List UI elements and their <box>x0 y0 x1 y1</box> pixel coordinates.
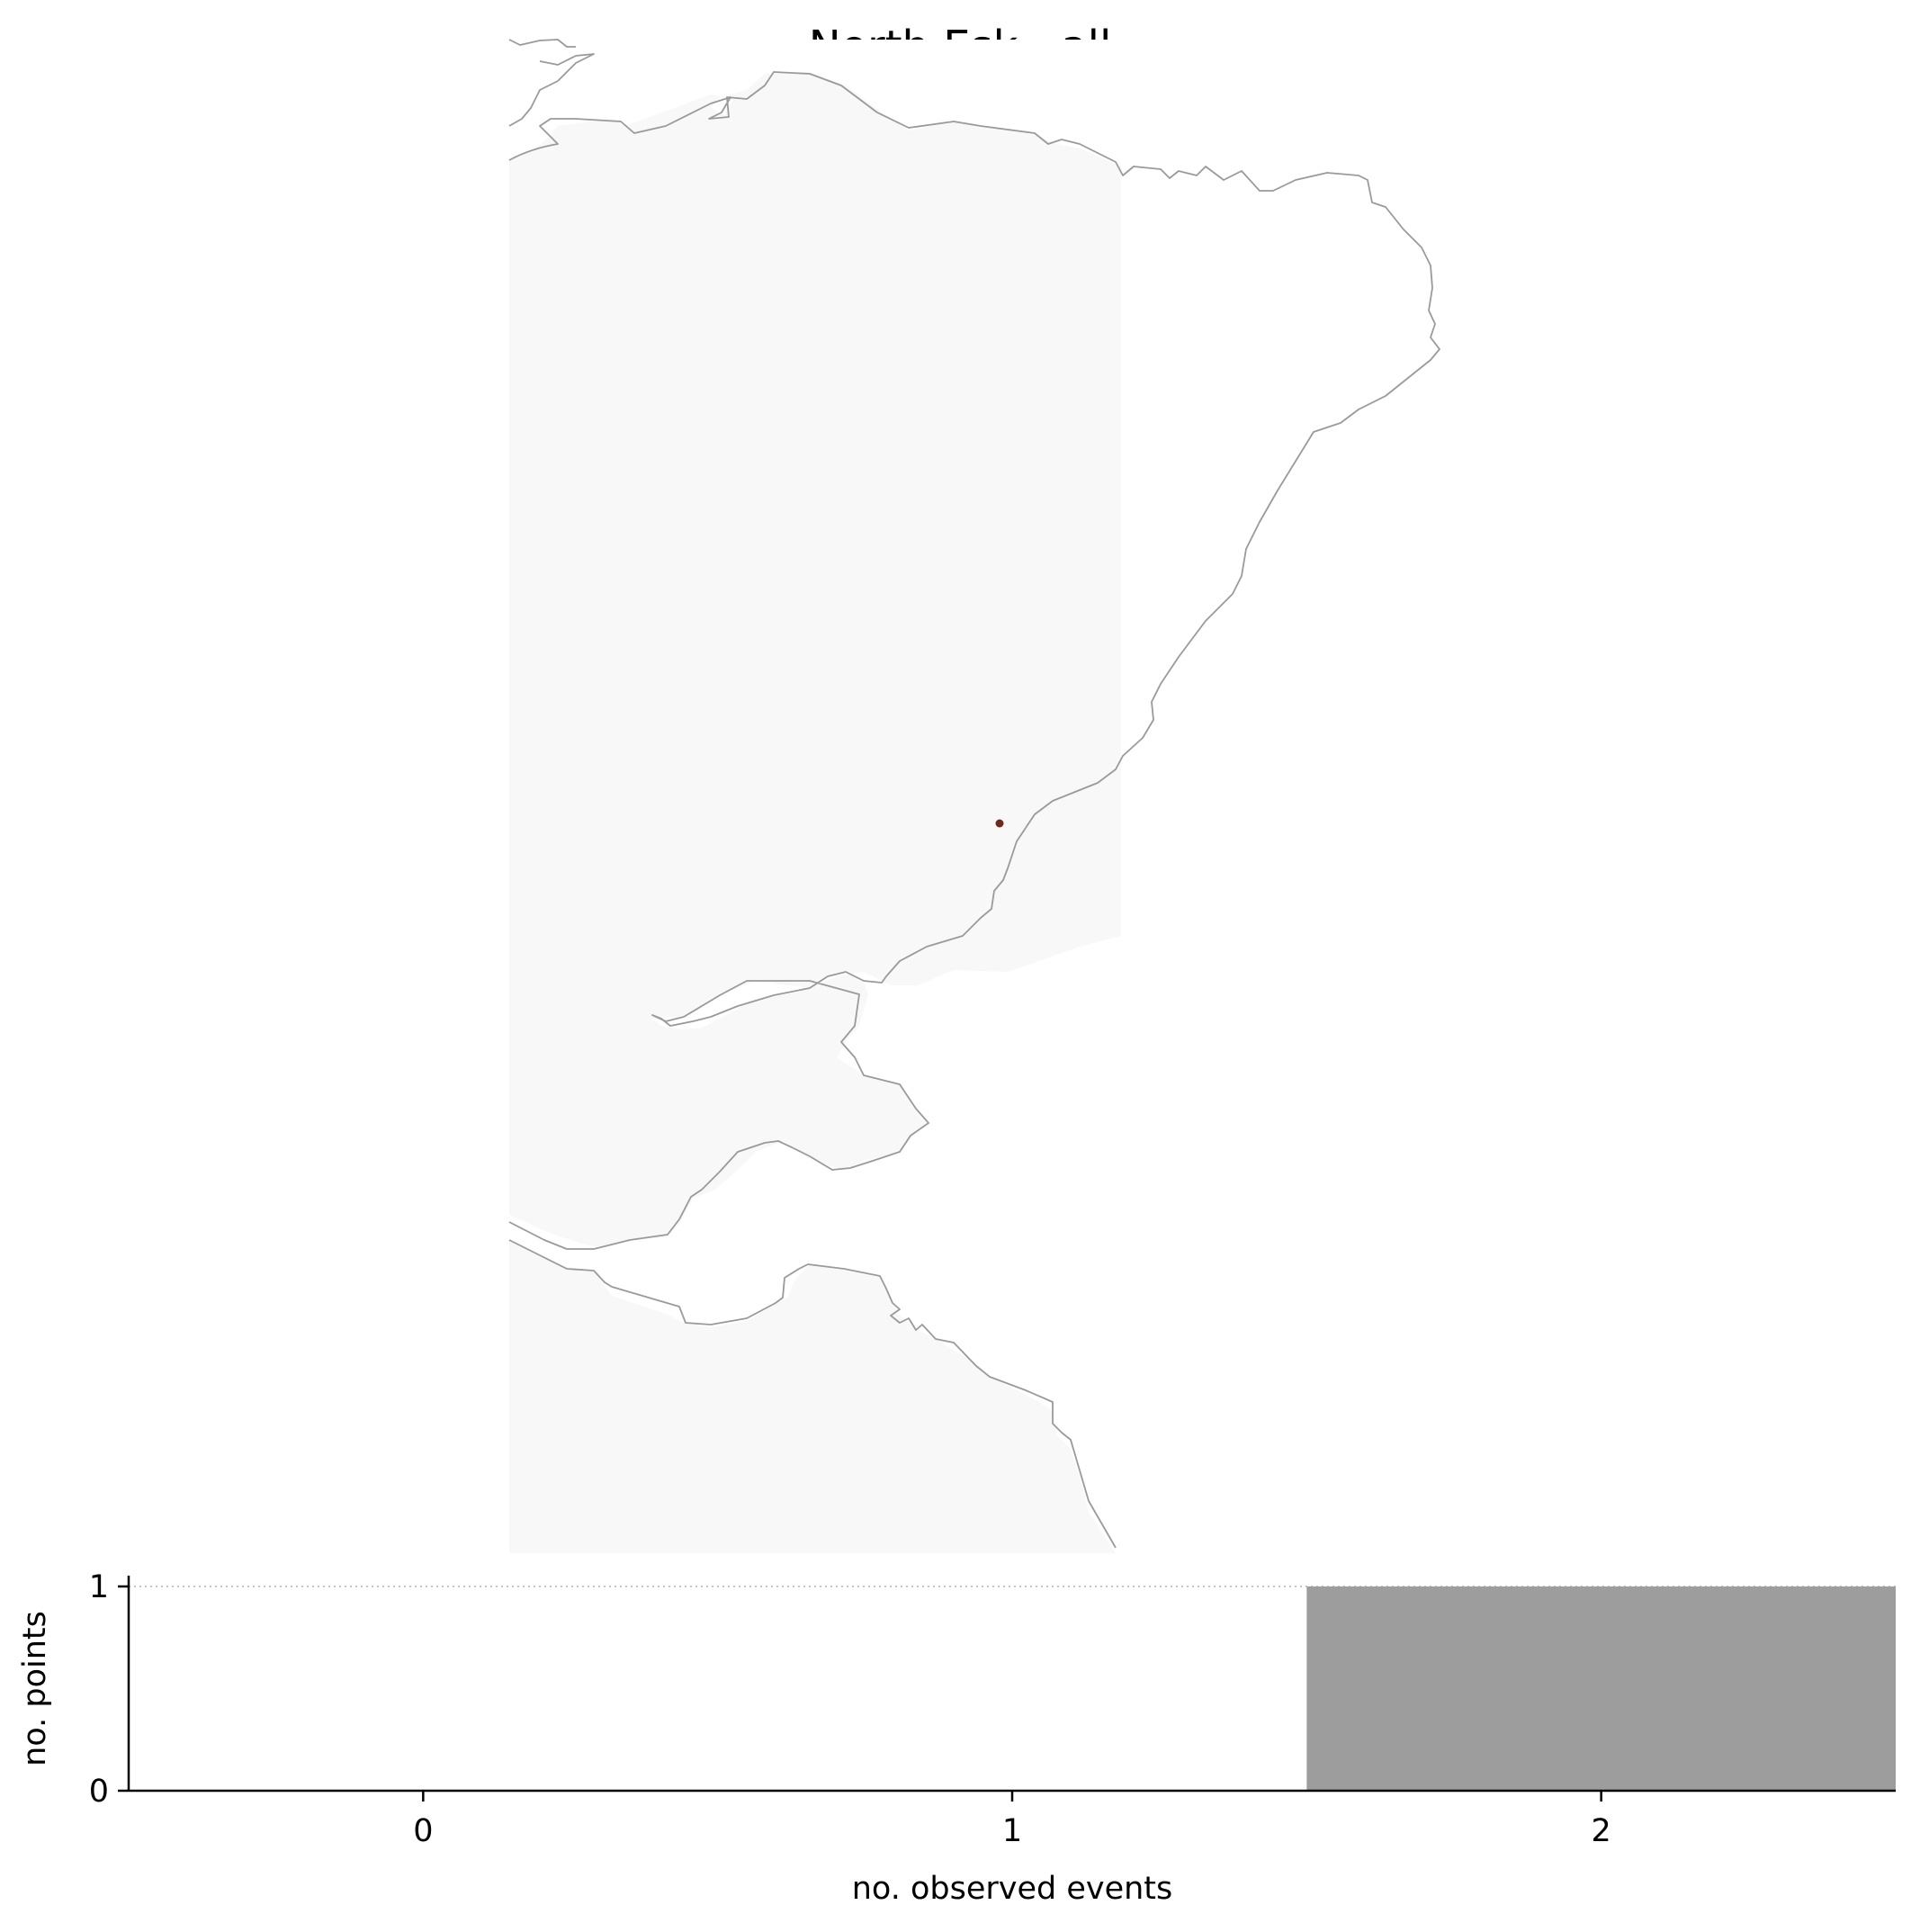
x-tick-label: 2 <box>1592 1813 1611 1849</box>
bar-2 <box>1306 1586 1896 1791</box>
y-ticks: 01 <box>89 1569 129 1810</box>
x-ticks: 0 1 2 <box>413 1791 1611 1849</box>
sea-north <box>509 40 1134 171</box>
x-tick-label: 1 <box>1002 1813 1022 1849</box>
x-tick-label: 0 <box>413 1813 433 1849</box>
y-tick-label: 1 <box>89 1569 109 1605</box>
map-panel <box>508 39 1920 1553</box>
y-tick-label: 0 <box>89 1774 109 1810</box>
site-marker <box>995 819 1004 828</box>
bars <box>1306 1586 1896 1791</box>
y-axis-label: no. points <box>17 1611 53 1766</box>
sea-firth <box>509 936 1121 1553</box>
x-axis-label: no. observed events <box>852 1871 1173 1907</box>
